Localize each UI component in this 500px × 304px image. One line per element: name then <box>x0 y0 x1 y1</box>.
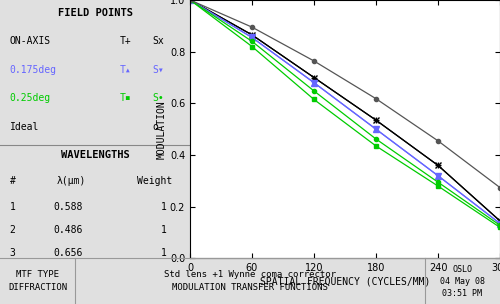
Text: 1: 1 <box>162 225 167 235</box>
Text: Ideal: Ideal <box>10 122 39 132</box>
Text: S•: S• <box>152 93 164 103</box>
Text: #: # <box>10 176 16 186</box>
X-axis label: SPATIAL FREQUENCY (CYCLES/MM): SPATIAL FREQUENCY (CYCLES/MM) <box>260 276 430 286</box>
Text: 3: 3 <box>10 248 16 258</box>
Text: FIELD POINTS: FIELD POINTS <box>58 8 132 18</box>
Text: 0.175deg: 0.175deg <box>10 65 56 75</box>
Text: 2: 2 <box>10 225 16 235</box>
Text: 0.486: 0.486 <box>53 225 82 235</box>
Text: S▾: S▾ <box>152 65 164 75</box>
Text: WAVELENGTHS: WAVELENGTHS <box>60 150 130 160</box>
Text: 1: 1 <box>162 202 167 212</box>
Text: 0.25deg: 0.25deg <box>10 93 50 103</box>
Text: 0.588: 0.588 <box>53 202 82 212</box>
Text: OSLO
04 May 08
03:51 PM: OSLO 04 May 08 03:51 PM <box>440 265 485 298</box>
Text: MTF TYPE
DIFFRACTION: MTF TYPE DIFFRACTION <box>8 271 67 292</box>
Text: Std lens +1 Wynne coma corrector
MODULATION TRANSFER FUNCTIONS: Std lens +1 Wynne coma corrector MODULAT… <box>164 271 336 292</box>
Text: 1: 1 <box>162 248 167 258</box>
Text: T+: T+ <box>120 36 132 46</box>
Text: T▴: T▴ <box>120 65 132 75</box>
Y-axis label: MODULATION: MODULATION <box>157 100 167 159</box>
Text: 1: 1 <box>10 202 16 212</box>
Text: ON-AXIS: ON-AXIS <box>10 36 50 46</box>
Text: Weight: Weight <box>137 176 172 186</box>
Text: T▪: T▪ <box>120 93 132 103</box>
Text: λ(μm): λ(μm) <box>57 176 86 186</box>
Text: 0.656: 0.656 <box>53 248 82 258</box>
Text: Sx: Sx <box>152 36 164 46</box>
Text: o: o <box>152 122 158 132</box>
